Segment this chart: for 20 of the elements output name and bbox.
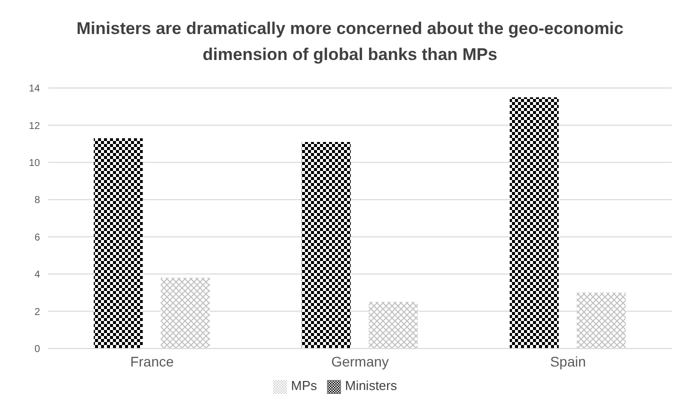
y-tick-label: 0: [34, 344, 40, 355]
legend-label: MPs: [290, 378, 317, 394]
bar: [94, 138, 143, 348]
y-tick-label: 8: [34, 195, 40, 206]
bar: [160, 278, 210, 348]
x-tick-label: Spain: [550, 353, 586, 370]
y-tick-label: 2: [34, 306, 40, 318]
bar: [510, 97, 559, 348]
bar: [302, 142, 351, 348]
y-tick-label: 6: [34, 232, 40, 244]
bar: [368, 302, 418, 348]
y-tick-label: 12: [28, 120, 40, 132]
legend-label: Ministers: [344, 378, 397, 394]
bar: [576, 292, 626, 348]
y-tick-label: 10: [28, 158, 40, 169]
chart-title: Ministers are dramatically more concerned about the geo-economic dimension of global banks than MPs: [76, 18, 624, 66]
y-tick-label: 4: [34, 270, 40, 281]
x-tick-label: France: [130, 353, 174, 370]
y-tick-label: 14: [28, 84, 40, 95]
x-tick-label: Germany: [331, 353, 389, 370]
